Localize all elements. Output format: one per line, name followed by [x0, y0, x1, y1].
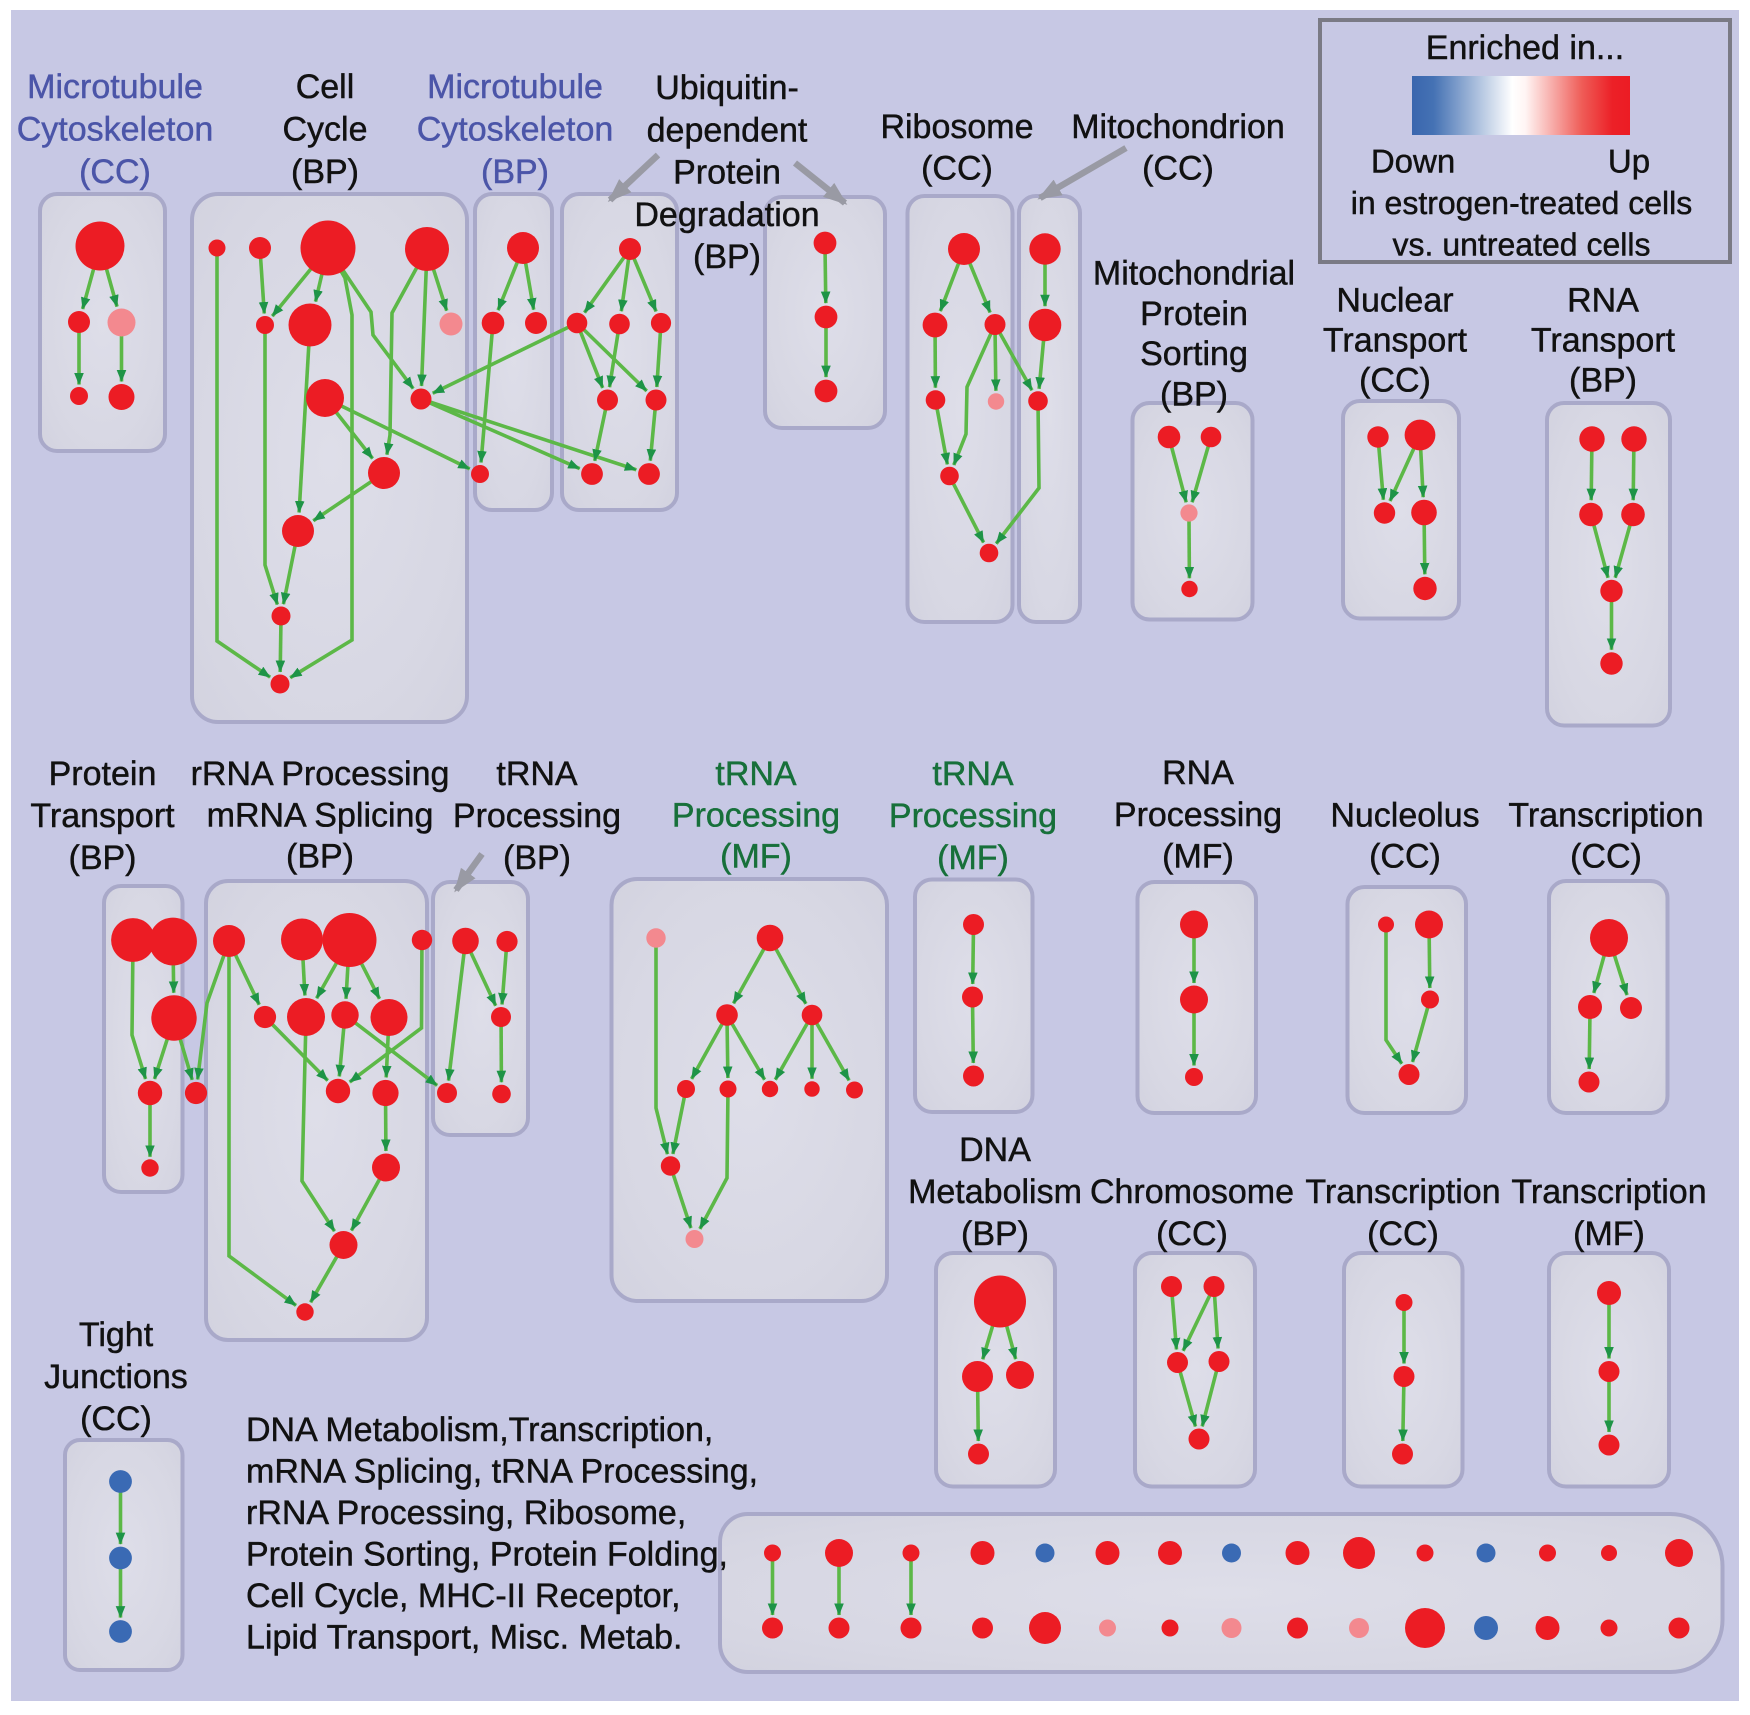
svg-text:Transport: Transport: [1323, 322, 1468, 360]
svg-text:dependent: dependent: [647, 111, 808, 149]
svg-text:Cell Cycle, MHC-II Receptor,: Cell Cycle, MHC-II Receptor,: [246, 1577, 681, 1615]
svg-text:Transport: Transport: [30, 797, 175, 835]
svg-text:tRNA: tRNA: [932, 755, 1014, 793]
svg-text:RNA: RNA: [1567, 282, 1639, 320]
svg-text:rRNA Processing: rRNA Processing: [191, 755, 450, 793]
svg-text:(BP): (BP): [693, 238, 761, 276]
svg-text:Ubiquitin-: Ubiquitin-: [655, 69, 799, 107]
svg-text:Degradation: Degradation: [634, 196, 819, 234]
svg-text:(MF): (MF): [1162, 838, 1234, 876]
svg-text:Cytoskeleton: Cytoskeleton: [17, 111, 214, 149]
svg-text:Up: Up: [1608, 143, 1650, 180]
svg-text:(CC): (CC): [79, 153, 151, 191]
svg-text:Enriched in...: Enriched in...: [1426, 29, 1624, 67]
svg-text:(CC): (CC): [1570, 838, 1642, 876]
svg-text:Tight: Tight: [79, 1316, 154, 1354]
svg-text:Nuclear: Nuclear: [1336, 282, 1453, 320]
svg-text:Junctions: Junctions: [44, 1358, 188, 1396]
svg-text:Cytoskeleton: Cytoskeleton: [417, 111, 614, 149]
svg-text:(MF): (MF): [937, 839, 1009, 877]
svg-text:(CC): (CC): [80, 1400, 152, 1438]
svg-text:(BP): (BP): [69, 839, 137, 877]
svg-text:(BP): (BP): [481, 153, 549, 191]
svg-text:RNA: RNA: [1162, 754, 1234, 792]
svg-text:Ribosome: Ribosome: [880, 108, 1033, 146]
svg-text:Processing: Processing: [453, 797, 621, 835]
svg-text:Microtubule: Microtubule: [27, 68, 203, 106]
svg-text:(CC): (CC): [1156, 1215, 1228, 1253]
svg-text:(BP): (BP): [961, 1215, 1029, 1253]
svg-text:vs. untreated cells: vs. untreated cells: [1393, 227, 1651, 263]
svg-text:Nucleolus: Nucleolus: [1330, 797, 1479, 835]
svg-text:Chromosome: Chromosome: [1090, 1173, 1294, 1211]
svg-text:DNA: DNA: [959, 1131, 1031, 1169]
svg-text:mRNA Splicing: mRNA Splicing: [207, 796, 434, 834]
svg-text:(BP): (BP): [291, 153, 359, 191]
svg-text:Sorting: Sorting: [1140, 335, 1248, 373]
svg-text:(CC): (CC): [921, 150, 993, 188]
svg-text:Transcription: Transcription: [1511, 1173, 1706, 1211]
svg-text:Mitochondrion: Mitochondrion: [1071, 108, 1285, 146]
svg-text:Transcription: Transcription: [1508, 797, 1703, 835]
svg-text:(MF): (MF): [720, 838, 792, 876]
svg-text:Transcription: Transcription: [1305, 1173, 1500, 1211]
svg-text:(CC): (CC): [1142, 150, 1214, 188]
svg-text:(BP): (BP): [286, 838, 354, 876]
svg-text:mRNA Splicing, tRNA Processing: mRNA Splicing, tRNA Processing,: [246, 1453, 758, 1491]
svg-text:DNA Metabolism,Transcription,: DNA Metabolism,Transcription,: [246, 1411, 713, 1449]
svg-text:tRNA: tRNA: [715, 755, 797, 793]
svg-text:(BP): (BP): [1160, 375, 1228, 413]
svg-text:Microtubule: Microtubule: [427, 68, 603, 106]
svg-text:Processing: Processing: [1114, 796, 1282, 834]
svg-text:Down: Down: [1371, 143, 1455, 180]
svg-text:Cell: Cell: [296, 68, 355, 106]
svg-text:(MF): (MF): [1573, 1215, 1645, 1253]
svg-text:Cycle: Cycle: [282, 111, 367, 149]
svg-text:tRNA: tRNA: [496, 755, 578, 793]
svg-text:(BP): (BP): [1569, 362, 1637, 400]
svg-text:Mitochondrial: Mitochondrial: [1093, 255, 1295, 293]
svg-text:in estrogen-treated cells: in estrogen-treated cells: [1351, 185, 1693, 221]
svg-text:Protein: Protein: [1140, 295, 1248, 333]
svg-text:rRNA Processing, Ribosome,: rRNA Processing, Ribosome,: [246, 1494, 686, 1532]
svg-text:(CC): (CC): [1359, 362, 1431, 400]
svg-text:(CC): (CC): [1367, 1215, 1439, 1253]
svg-text:Metabolism: Metabolism: [908, 1173, 1082, 1211]
svg-text:(CC): (CC): [1369, 838, 1441, 876]
svg-text:Lipid Transport, Misc. Metab.: Lipid Transport, Misc. Metab.: [246, 1619, 683, 1657]
svg-text:Protein: Protein: [673, 154, 781, 192]
svg-text:Processing: Processing: [889, 797, 1057, 835]
svg-text:(BP): (BP): [503, 839, 571, 877]
svg-text:Transport: Transport: [1531, 322, 1676, 360]
svg-text:Protein: Protein: [49, 755, 157, 793]
svg-text:Processing: Processing: [672, 796, 840, 834]
svg-text:Protein Sorting, Protein Foldi: Protein Sorting, Protein Folding,: [246, 1536, 728, 1574]
